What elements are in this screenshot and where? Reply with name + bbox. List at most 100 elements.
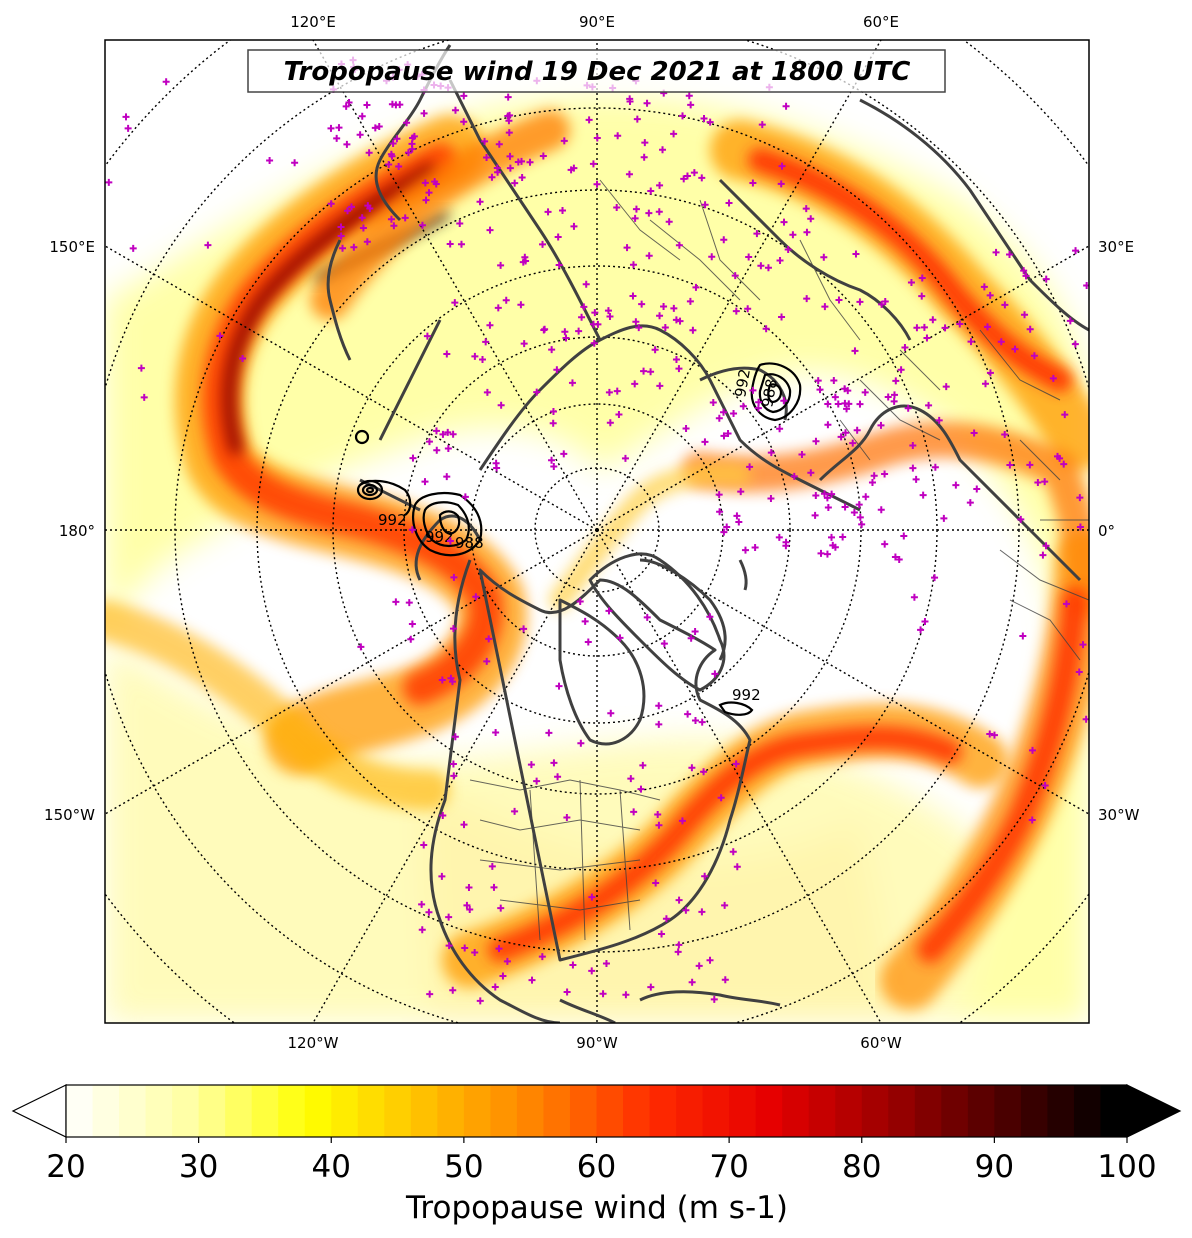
- station-marker: [539, 152, 547, 160]
- station-marker: [570, 164, 578, 172]
- colorbar-step: [278, 1085, 306, 1137]
- colorbar-step: [92, 1085, 120, 1137]
- station-marker: [921, 618, 929, 626]
- station-marker: [692, 283, 700, 291]
- station-marker: [1017, 515, 1025, 523]
- top-tick-label: 60°E: [863, 13, 899, 31]
- station-marker: [733, 863, 741, 871]
- colorbar-step: [729, 1085, 757, 1137]
- station-marker: [140, 393, 148, 401]
- top-tick-label: 90°E: [579, 13, 615, 31]
- station-marker: [645, 252, 653, 260]
- station-marker: [732, 760, 740, 768]
- station-marker: [613, 203, 621, 211]
- station-marker: [672, 316, 680, 324]
- station-marker: [554, 233, 562, 241]
- station-marker: [767, 449, 775, 457]
- station-marker: [481, 137, 489, 145]
- station-marker: [940, 514, 948, 522]
- station-marker: [348, 203, 356, 211]
- station-marker: [418, 926, 426, 934]
- colorbar-step: [941, 1085, 969, 1137]
- station-marker: [661, 323, 669, 331]
- station-marker: [584, 638, 592, 646]
- station-marker: [749, 386, 757, 394]
- station-marker: [698, 718, 706, 726]
- station-marker: [438, 676, 446, 684]
- colorbar-step: [914, 1085, 942, 1137]
- station-marker: [680, 175, 688, 183]
- colorbar-step: [702, 1085, 730, 1137]
- station-marker: [652, 879, 660, 887]
- station-marker: [343, 140, 351, 148]
- colorbar-step: [861, 1085, 889, 1137]
- station-marker: [655, 702, 663, 710]
- station-marker: [420, 109, 428, 117]
- station-marker: [812, 437, 820, 445]
- station-marker: [654, 811, 662, 819]
- station-marker: [967, 338, 975, 346]
- colorbar-extend-high: [1126, 1084, 1182, 1138]
- station-marker: [550, 759, 558, 767]
- station-marker: [780, 218, 788, 226]
- station-marker: [688, 764, 696, 772]
- right-tick-label: 0°: [1098, 522, 1115, 540]
- station-marker: [739, 402, 747, 410]
- station-marker: [841, 429, 849, 437]
- station-marker: [443, 473, 451, 481]
- station-marker: [858, 520, 866, 528]
- station-marker: [711, 670, 719, 678]
- station-marker: [777, 180, 785, 188]
- station-marker: [723, 523, 731, 531]
- station-marker: [342, 102, 350, 110]
- station-marker: [627, 775, 635, 783]
- station-marker: [698, 174, 706, 182]
- colorbar-step: [782, 1085, 810, 1137]
- station-marker: [655, 720, 663, 728]
- station-marker: [395, 163, 403, 171]
- north-america-coast: [429, 559, 752, 1023]
- station-marker: [553, 366, 561, 374]
- station-marker: [1030, 352, 1038, 360]
- station-marker: [447, 674, 455, 682]
- station-marker: [675, 241, 683, 249]
- station-marker: [483, 153, 491, 161]
- station-marker: [540, 326, 548, 334]
- station-marker: [904, 404, 912, 412]
- station-marker: [606, 312, 614, 320]
- station-marker: [568, 379, 576, 387]
- station-marker: [401, 214, 409, 222]
- station-marker: [533, 388, 541, 396]
- station-marker: [216, 332, 224, 340]
- station-marker: [461, 493, 469, 501]
- station-marker: [502, 296, 510, 304]
- station-marker: [862, 493, 870, 501]
- station-marker: [689, 326, 697, 334]
- station-marker: [577, 739, 585, 747]
- colorbar-tick-label: 50: [444, 1149, 483, 1185]
- station-marker: [834, 400, 842, 408]
- station-marker: [776, 256, 784, 264]
- station-marker: [641, 139, 649, 147]
- station-marker: [363, 101, 371, 109]
- colorbar-step: [410, 1085, 438, 1137]
- station-marker: [632, 318, 640, 326]
- station-marker: [554, 773, 562, 781]
- station-marker: [506, 164, 514, 172]
- station-marker: [1071, 340, 1079, 348]
- colorbar-step: [808, 1085, 836, 1137]
- station-marker: [162, 78, 170, 86]
- station-marker: [824, 400, 832, 408]
- station-marker: [686, 297, 694, 305]
- station-marker: [570, 222, 578, 230]
- colorbar-step: [1100, 1085, 1128, 1137]
- station-marker: [1042, 542, 1050, 550]
- station-marker: [408, 620, 416, 628]
- station-marker: [687, 101, 695, 109]
- station-marker: [683, 172, 691, 180]
- station-marker: [450, 772, 458, 780]
- colorbar-step: [437, 1085, 465, 1137]
- station-marker: [780, 397, 788, 405]
- station-marker: [660, 303, 668, 311]
- station-marker: [560, 450, 568, 458]
